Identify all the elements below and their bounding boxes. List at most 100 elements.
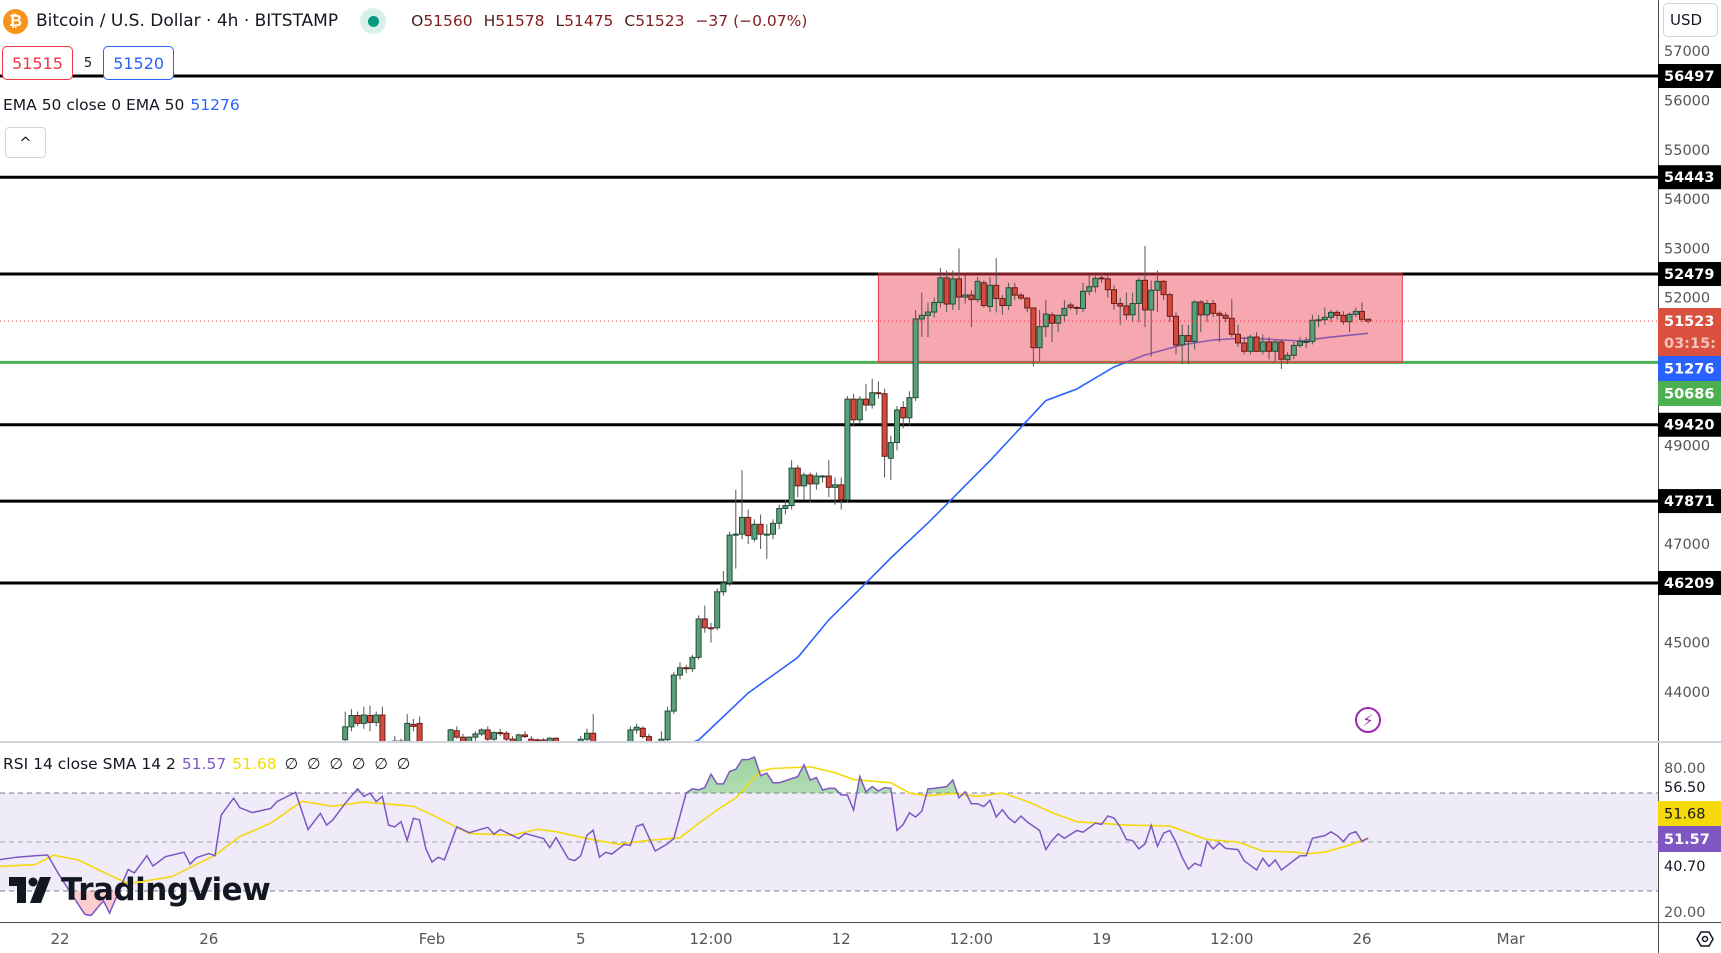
rsi-value: 51.57 <box>181 755 227 773</box>
candle-body-down <box>745 516 752 537</box>
candle <box>1049 312 1055 342</box>
candle <box>658 731 665 742</box>
candle <box>1352 307 1359 318</box>
candle-body-up <box>763 533 770 536</box>
candle-body-up <box>801 474 807 487</box>
candle-body-down <box>1210 303 1217 314</box>
candle <box>1309 314 1316 345</box>
candle-body-up <box>447 729 454 742</box>
candle-body-up <box>1309 319 1316 342</box>
candle-body-up <box>732 533 739 536</box>
candle-body-down <box>757 523 764 535</box>
candle <box>633 723 640 734</box>
candle <box>1098 272 1105 283</box>
candle-body-down <box>354 714 361 724</box>
support-price-badge-bg <box>1658 381 1721 406</box>
rsi-sma-line[interactable] <box>0 765 1369 885</box>
level-badge-56497: 56497 <box>1658 63 1721 88</box>
tradingview-logo[interactable]: TradingView <box>9 872 271 908</box>
rsi-scale-label: 56.50 <box>1664 780 1706 796</box>
candle-body-down <box>497 732 504 735</box>
candle-body-up <box>1042 313 1049 328</box>
candle <box>1179 324 1186 365</box>
candle <box>388 741 390 742</box>
candle-body-down <box>1098 277 1105 280</box>
candle <box>887 435 894 480</box>
price-tick-label: 56000 <box>1664 93 1710 109</box>
sell-button[interactable]: 51515 <box>2 46 73 80</box>
candle <box>1073 305 1080 315</box>
collapse-legend-button[interactable]: ^ <box>5 127 46 158</box>
candle-body-up <box>1204 303 1210 316</box>
lightning-icon[interactable]: ⚡ <box>1355 707 1381 733</box>
candle <box>918 292 925 338</box>
candle-body-up <box>373 714 380 723</box>
candle <box>813 472 820 490</box>
ema-legend[interactable]: EMA 50 close 0 EMA 50 51276 <box>3 96 240 114</box>
candle <box>1278 339 1285 370</box>
candle-body-down <box>1241 342 1248 352</box>
candle <box>1197 300 1204 333</box>
candle-body-up <box>689 656 696 670</box>
candle-body-up <box>1005 287 1012 306</box>
candle-body-up <box>348 714 355 728</box>
candle <box>430 746 435 761</box>
price-axis[interactable] <box>1658 0 1721 953</box>
candle-body-down <box>683 667 690 670</box>
buy-button[interactable]: 51520 <box>103 46 175 80</box>
candle <box>590 714 597 742</box>
level-badge-54443-text: 54443 <box>1664 170 1714 186</box>
candle <box>1086 275 1093 296</box>
candle-body-up <box>1154 280 1161 291</box>
candle <box>1297 337 1303 348</box>
candle-body-up <box>1352 310 1359 315</box>
candle-body-down <box>410 723 417 727</box>
candle-body-up <box>949 278 956 305</box>
candle <box>732 489 739 569</box>
rsi-line[interactable] <box>0 755 1369 917</box>
candle <box>1266 337 1272 360</box>
time-tick-label: 12:00 <box>689 930 732 948</box>
candle-body-down <box>566 751 571 753</box>
candle <box>788 460 795 510</box>
candle-body-down <box>1235 333 1241 344</box>
ema50-line[interactable] <box>692 332 1369 742</box>
candle <box>1030 307 1037 367</box>
candle-body-up <box>436 749 441 751</box>
candle-body-down <box>701 618 708 629</box>
candle <box>1204 300 1210 323</box>
candle-body-down <box>1173 315 1179 346</box>
price-tick-label: 45000 <box>1664 636 1710 652</box>
symbol-title[interactable]: Bitcoin / U.S. Dollar · 4h · BITSTAMP <box>36 11 339 31</box>
candle <box>1222 312 1229 323</box>
candle <box>1334 309 1341 320</box>
candle <box>894 406 900 451</box>
candle-body-up <box>1297 340 1303 346</box>
time-tick-label: 5 <box>576 930 586 948</box>
candle-body-down <box>999 298 1006 306</box>
settings-icon[interactable] <box>1696 930 1714 948</box>
currency-button[interactable]: USD <box>1663 3 1718 37</box>
candle-body-up <box>819 475 826 478</box>
candle <box>1148 280 1155 357</box>
candle <box>342 711 349 742</box>
ema-legend-label: EMA 50 close 0 EMA 50 <box>3 96 185 114</box>
candle <box>974 276 981 303</box>
candle-body-up <box>1315 319 1322 322</box>
candle-body-down <box>1334 311 1341 316</box>
rsi-legend[interactable]: RSI 14 close SMA 14 2 51.57 51.68 ∅ ∅ ∅ ∅ ∅… <box>3 755 412 773</box>
candle <box>1067 302 1074 310</box>
candle-body-up <box>1321 316 1328 321</box>
candle <box>584 728 590 742</box>
symbol-header: ₿ Bitcoin / U.S. Dollar · 4h · BITSTAMP … <box>3 8 807 34</box>
candle <box>484 726 491 742</box>
candle-body-up <box>739 516 745 535</box>
rsi-pane[interactable] <box>0 755 1658 917</box>
price-pane[interactable] <box>0 74 1658 761</box>
market-open-dot-icon[interactable] <box>360 8 387 34</box>
candle <box>566 746 571 758</box>
candle <box>906 391 913 426</box>
candle <box>677 662 683 680</box>
rsi-scale-label: 40.70 <box>1664 859 1706 875</box>
